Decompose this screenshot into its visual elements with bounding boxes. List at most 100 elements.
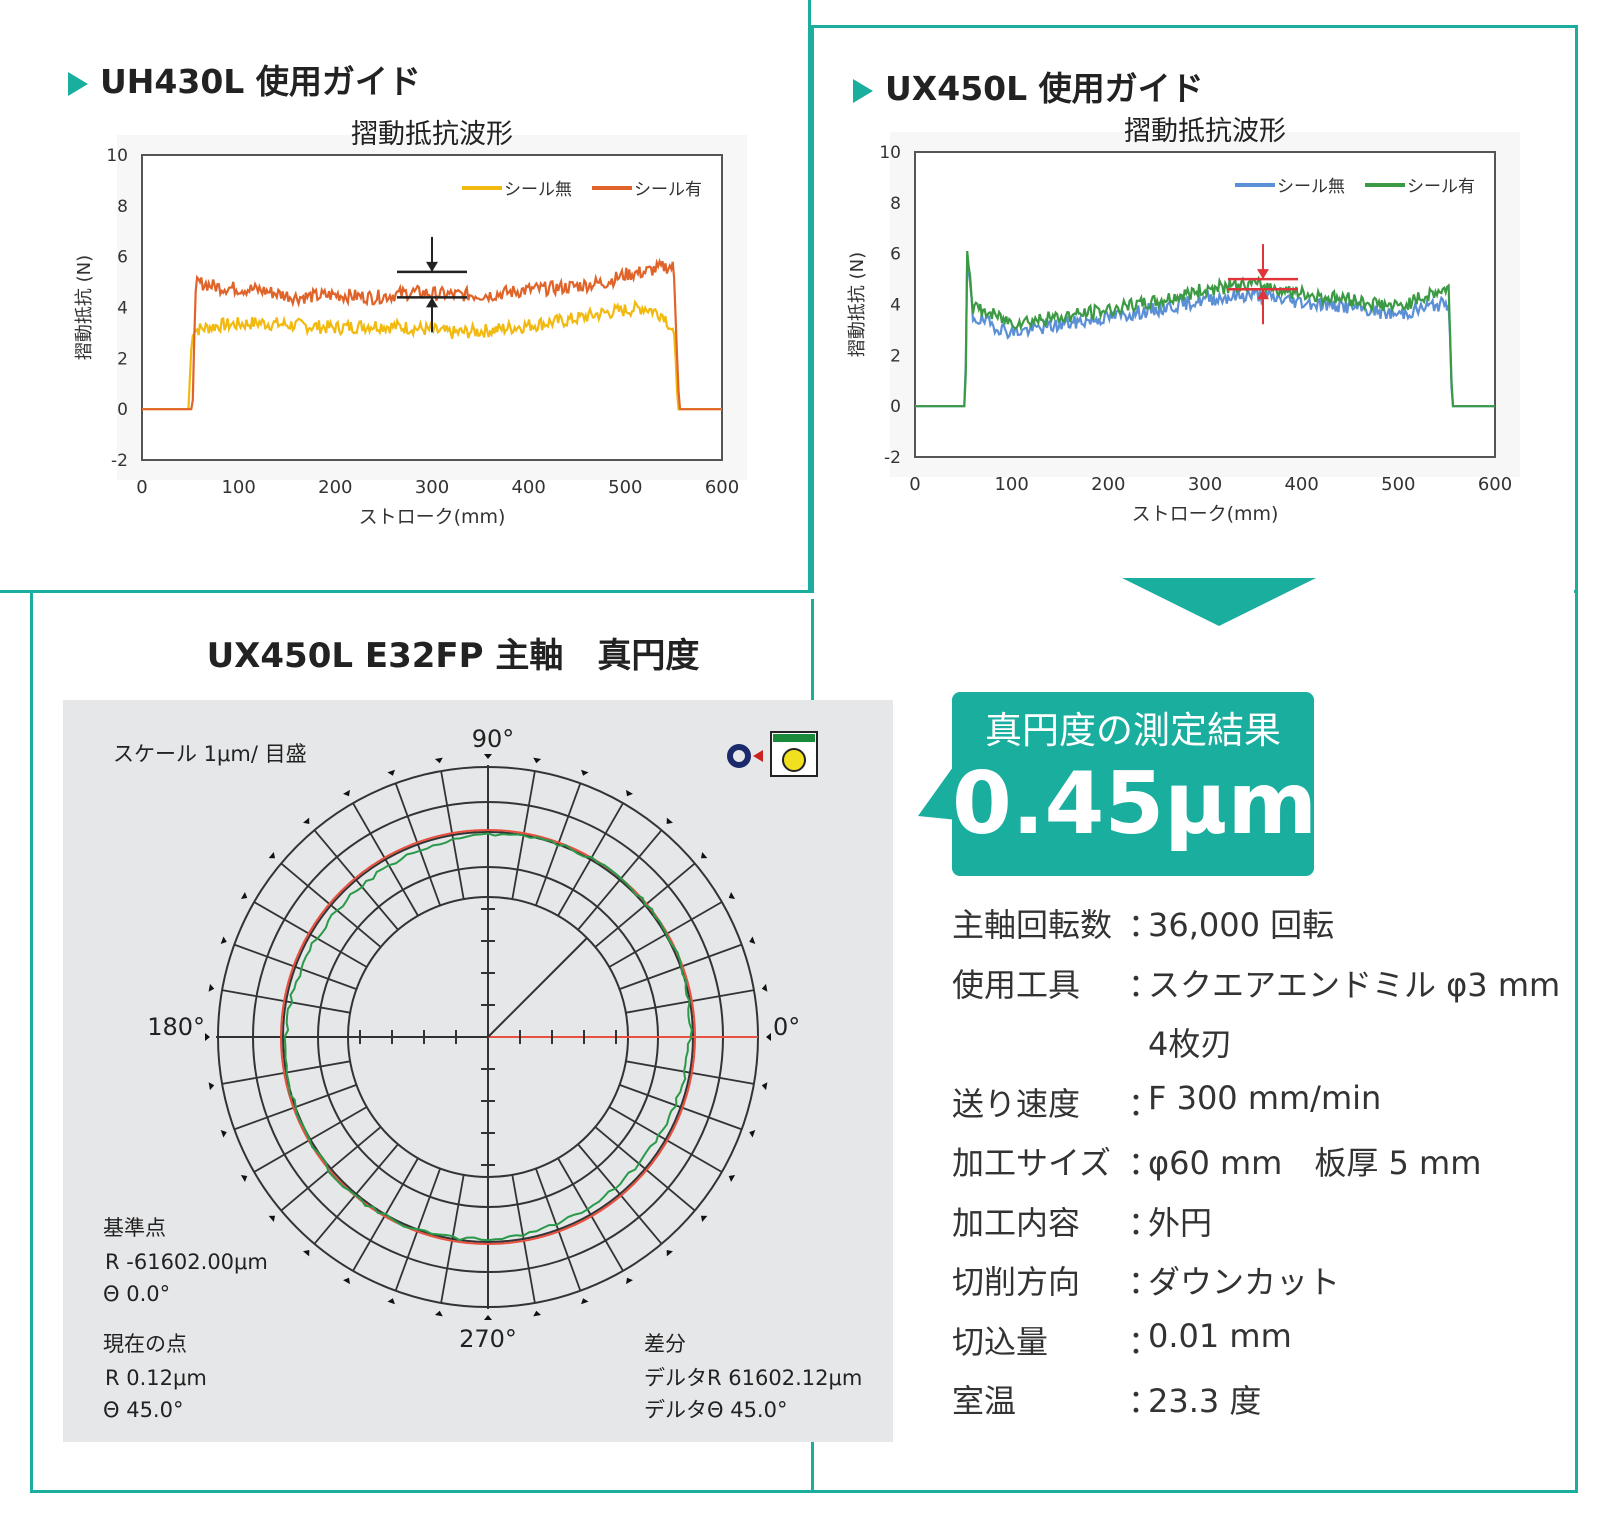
angle-label-0: 0° — [773, 1013, 800, 1041]
grid-spoke — [280, 1126, 382, 1212]
spec-separator: ： — [1128, 1144, 1161, 1182]
tick-marker — [761, 983, 768, 992]
current-point-r: R 0.12μm — [105, 1366, 207, 1390]
spec-key: 主軸回転数 — [952, 906, 1113, 944]
spec-separator: ： — [1128, 1322, 1161, 1361]
tick-marker — [220, 1130, 227, 1138]
result-callout: 真円度の測定結果 0.45μm — [952, 692, 1318, 876]
grid-spoke — [313, 829, 399, 931]
ref-point-r: R -61602.00μm — [105, 1250, 268, 1274]
x-tick-label: 600 — [705, 477, 739, 498]
tick-marker — [240, 892, 248, 899]
grid-spoke — [557, 1157, 624, 1272]
grid-spoke — [625, 1060, 755, 1085]
tick-marker — [761, 1082, 768, 1091]
scale-label: スケール 1μm/ 目盛 — [113, 742, 307, 766]
frame-mask-2 — [33, 593, 1575, 599]
grid-spoke — [233, 943, 357, 990]
spec-value: 0.01 mm — [1148, 1316, 1292, 1355]
x-tick-label: 300 — [415, 477, 449, 498]
tick-marker — [434, 1310, 443, 1317]
series-line-1 — [915, 257, 1495, 408]
tick-marker — [343, 789, 350, 797]
y-tick-label: 10 — [106, 146, 128, 166]
tick-marker — [268, 1215, 276, 1222]
measured-profile — [283, 832, 693, 1242]
angle-label-270: 270° — [459, 1325, 517, 1353]
legend-label: シール無 — [1277, 177, 1345, 197]
down-arrow-icon — [1122, 578, 1316, 626]
x-axis-label: ストローク(mm) — [1132, 503, 1279, 525]
chart-title: 摺動抵抗波形 — [1124, 116, 1286, 147]
grid-spoke — [535, 782, 582, 906]
tick-marker — [626, 789, 633, 797]
x-tick-label: 0 — [909, 474, 920, 495]
x-tick-label: 100 — [994, 474, 1028, 495]
x-tick-label: 500 — [1381, 474, 1415, 495]
spec-value: 36,000 回転 — [1148, 906, 1335, 944]
current-point-title: 現在の点 — [103, 1332, 187, 1356]
tick-marker — [581, 769, 589, 776]
spec-row: 加工サイズ ： φ60 mm 板厚 5 mm — [952, 1138, 1552, 1182]
x-tick-label: 300 — [1188, 474, 1222, 495]
tick-marker — [205, 1033, 210, 1041]
grid-spoke — [608, 901, 723, 968]
arrow-head — [1257, 269, 1269, 280]
y-tick-label: 0 — [117, 400, 128, 420]
polar-panel — [63, 700, 893, 1442]
legend-label: シール有 — [1407, 177, 1475, 197]
spec-row: 4枚刃 — [952, 1019, 1552, 1063]
tick-marker — [387, 769, 395, 776]
spec-separator: ： — [1128, 965, 1161, 1004]
grid-spoke — [619, 1084, 743, 1131]
y-tick-label: 8 — [890, 194, 901, 214]
diff-theta: デルタΘ 45.0° — [644, 1398, 788, 1422]
arrow-icon — [753, 750, 763, 762]
grid-spoke — [577, 1143, 663, 1245]
legend-label: シール有 — [634, 180, 702, 200]
tick-marker — [434, 757, 443, 764]
spec-separator: ： — [1128, 906, 1161, 944]
y-tick-label: -2 — [884, 448, 901, 468]
plot-area — [914, 151, 1496, 458]
diff-r: デルタR 61602.12μm — [644, 1366, 863, 1390]
ux450l-title: UX450L 使用ガイド — [853, 62, 1204, 110]
y-tick-label: 2 — [117, 349, 128, 369]
grid-spoke — [352, 802, 419, 917]
x-axis-label: ストローク(mm) — [359, 506, 506, 528]
spec-row: 加工内容 ：外円 — [952, 1198, 1552, 1242]
tick-marker — [728, 1175, 736, 1182]
spec-row: 切削方向 ：ダウンカット — [952, 1257, 1552, 1301]
grid-spoke — [440, 770, 465, 900]
arrow-head — [1257, 289, 1269, 300]
y-tick-label: 2 — [890, 346, 901, 366]
spec-key: 切削方向 — [952, 1263, 1081, 1301]
spec-separator: ： — [1128, 1382, 1161, 1420]
tick-marker — [208, 1082, 215, 1091]
spec-row: 室温 ： 23.3 度 — [952, 1376, 1552, 1420]
tick-marker — [303, 1249, 310, 1257]
tick-marker — [749, 936, 756, 944]
grid-spoke — [280, 862, 382, 948]
result-value: 0.45μm — [952, 754, 1318, 854]
x-tick-label: 0 — [136, 477, 147, 498]
grid-spoke — [440, 1174, 465, 1304]
grid-spoke — [594, 1126, 696, 1212]
spec-row: 主軸回転数 ： 36,000 回転 — [952, 900, 1552, 944]
current-point-theta: Θ 45.0° — [103, 1398, 184, 1422]
tick-marker — [303, 817, 310, 825]
spec-key: 室温 — [952, 1382, 1017, 1420]
polar-chart: 90° 180° 0° 270° — [147, 725, 818, 1353]
tick-marker — [728, 892, 736, 899]
spec-row: 切込量 ： 0.01 mm — [952, 1317, 1552, 1361]
grid-spoke — [253, 901, 368, 968]
grid-spoke — [313, 1143, 399, 1245]
diff-title: 差分 — [644, 1332, 686, 1356]
triangle-icon — [68, 71, 88, 96]
spec-key: 切込量 — [952, 1322, 1049, 1361]
spec-separator: ： — [1128, 1203, 1161, 1242]
y-tick-label: -2 — [111, 451, 128, 471]
ux450l-chart: 摺動抵抗波形 10 8 6 4 2 0 -2 0 100 200 300 400 500 600 ストローク(… — [847, 116, 1520, 525]
y-axis-label: 摺動抵抗 (N) — [847, 252, 868, 357]
y-axis-label: 摺動抵抗 (N) — [74, 255, 95, 360]
